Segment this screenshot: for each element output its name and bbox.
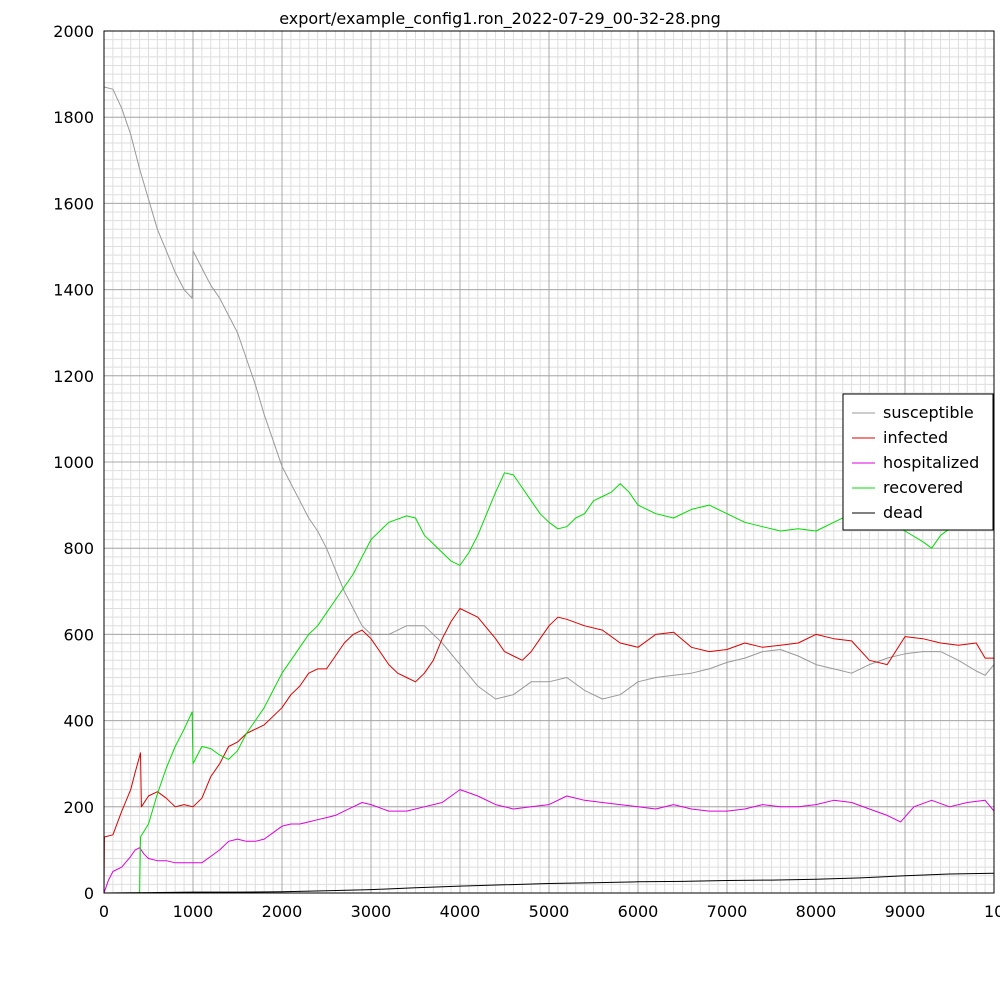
series-line-dead (103, 872, 995, 894)
y-tick-label: 1400 (53, 281, 94, 300)
x-tick-label: 5000 (529, 902, 570, 921)
x-tick-label: 100 (984, 902, 1000, 921)
legend-label-hospitalized: hospitalized (883, 453, 979, 472)
legend-label-recovered: recovered (883, 478, 963, 497)
x-tick-label: 9000 (885, 902, 926, 921)
chart-title: export/example_config1.ron_2022-07-29_00… (279, 9, 721, 29)
legend-label-dead: dead (883, 503, 923, 522)
y-tick-label: 400 (63, 712, 94, 731)
x-tick-label: 3000 (351, 902, 392, 921)
x-tick-label: 0 (99, 902, 109, 921)
y-tick-label: 2000 (53, 22, 94, 41)
series-line-susceptible (103, 86, 995, 700)
y-tick-label: 0 (84, 884, 94, 903)
x-tick-label: 6000 (618, 902, 659, 921)
series-line-infected (103, 608, 994, 894)
series-layer (103, 86, 995, 894)
plot-frame (103, 30, 995, 894)
y-tick-label: 200 (63, 798, 94, 817)
legend-label-infected: infected (883, 428, 948, 447)
legend-label-susceptible: susceptible (883, 403, 974, 422)
x-tick-label: 7000 (707, 902, 748, 921)
y-tick-label: 1000 (53, 453, 94, 472)
legend-box (842, 393, 994, 531)
y-tick-label: 1200 (53, 367, 94, 386)
y-tick-label: 800 (63, 539, 94, 558)
x-tick-label: 4000 (440, 902, 481, 921)
y-axis-ticks: 0 200 400 600 800 1000 1200 1400 1600 1800 2000 (53, 22, 94, 903)
series-line-hospitalized (103, 789, 995, 894)
series-line-recovered (139, 472, 995, 894)
y-tick-label: 1800 (53, 108, 94, 127)
legend: susceptible infected hospitalized recovered… (842, 393, 994, 531)
x-tick-label: 8000 (796, 902, 837, 921)
x-axis-ticks: 0 1000 2000 3000 4000 5000 6000 7000 8000 9000 100 (99, 902, 1000, 921)
y-tick-label: 600 (63, 625, 94, 644)
x-tick-label: 2000 (262, 902, 303, 921)
x-tick-label: 1000 (173, 902, 214, 921)
y-tick-label: 1600 (53, 194, 94, 213)
